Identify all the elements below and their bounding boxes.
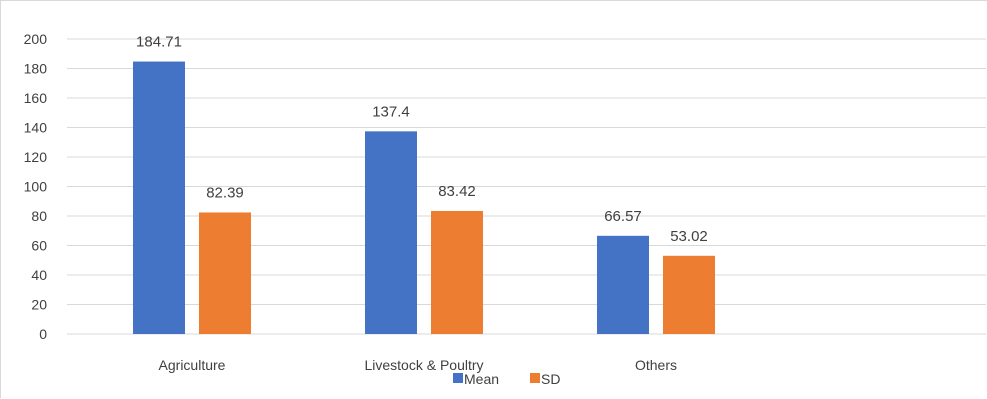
bar-mean-2 <box>597 235 649 334</box>
category-label: Agriculture <box>159 357 226 373</box>
y-tick-label: 180 <box>24 61 48 77</box>
legend-swatch-sd <box>530 373 540 383</box>
y-tick-label: 20 <box>31 297 47 313</box>
legend-label-mean: Mean <box>464 371 499 387</box>
bars <box>133 61 715 335</box>
data-label: 83.42 <box>438 183 476 200</box>
data-label: 184.71 <box>136 34 182 51</box>
data-label: 137.4 <box>372 103 410 120</box>
legend: Mean SD <box>453 371 560 387</box>
y-tick-label: 0 <box>39 326 47 342</box>
data-label: 53.02 <box>670 228 708 245</box>
y-tick-label: 100 <box>24 179 48 195</box>
bar-sd-0 <box>199 212 251 334</box>
legend-swatch-mean <box>453 373 463 383</box>
bar-mean-1 <box>365 131 417 334</box>
data-label: 66.57 <box>604 208 642 225</box>
y-tick-label: 80 <box>31 208 47 224</box>
y-tick-label: 200 <box>24 31 48 47</box>
y-tick-label: 120 <box>24 149 48 165</box>
data-label: 82.39 <box>206 184 244 201</box>
category-label: Others <box>635 357 677 373</box>
bar-sd-1 <box>431 210 483 334</box>
bar-sd-2 <box>663 255 715 334</box>
y-tick-label: 60 <box>31 238 47 254</box>
x-axis-categories: Agriculture Livestock & Poultry Others <box>159 357 677 373</box>
category-label: Livestock & Poultry <box>364 357 483 373</box>
y-tick-label: 160 <box>24 90 48 106</box>
bar-mean-0 <box>133 61 185 335</box>
data-labels: 184.71 82.39 137.4 83.42 66.57 53.02 <box>136 34 708 245</box>
y-tick-label: 140 <box>24 120 48 136</box>
legend-label-sd: SD <box>541 371 560 387</box>
y-tick-label: 40 <box>31 267 47 283</box>
y-axis-ticks: 0 20 40 60 80 100 120 140 160 180 200 <box>24 31 48 342</box>
